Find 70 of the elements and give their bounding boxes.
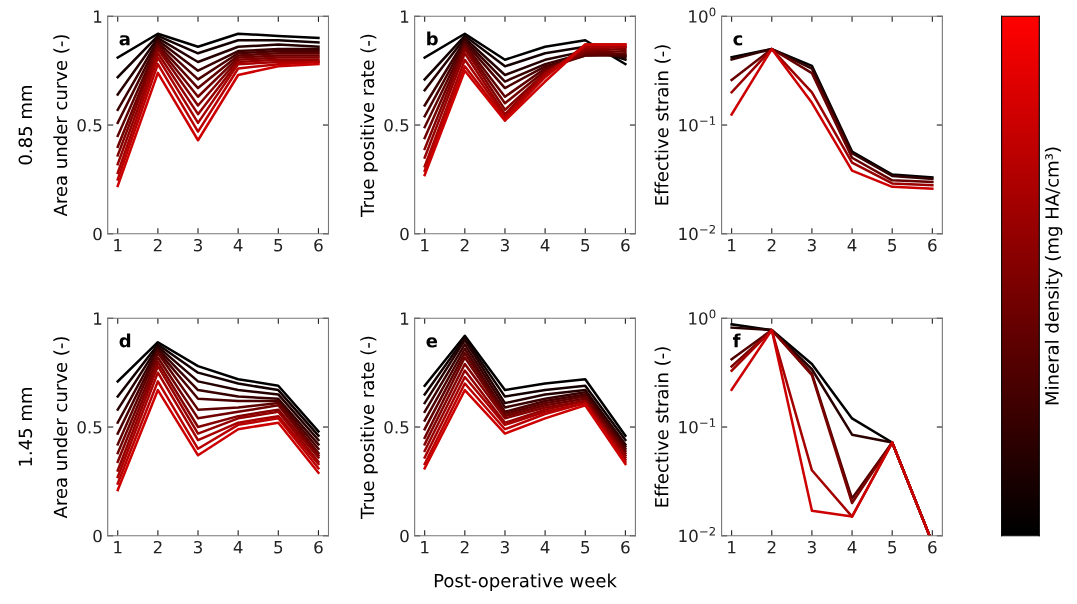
y-tick-label: 0 — [400, 529, 409, 543]
x-tick-label: 6 — [928, 238, 937, 252]
annotation: a — [119, 35, 130, 46]
x-tick-label: 2 — [767, 238, 776, 252]
annotation: d — [119, 333, 131, 348]
x-tick-label: 6 — [928, 540, 937, 554]
annotation: c — [733, 35, 743, 46]
y-axis-title: Area under curve (-) — [53, 337, 70, 519]
y-axis-title: Effective strain (-) — [654, 45, 671, 205]
text: 0.85 mm — [18, 86, 33, 165]
x-tick-label: 3 — [807, 238, 816, 252]
y-tick-label: 0.5 — [384, 420, 409, 434]
x-tick-label: 2 — [460, 238, 469, 252]
x-tick-label: 3 — [500, 238, 509, 252]
color-bar-title: Mineral density (mg HA/cm³) — [1044, 147, 1063, 405]
y-tick-label: 10$^{−2}$ — [679, 526, 715, 543]
x-tick-label: 2 — [153, 238, 162, 252]
annotation: f — [732, 333, 741, 348]
y-axis-title: Effective strain (-) — [654, 347, 671, 507]
y-axis-title: True positive rate (-) — [360, 34, 378, 217]
x-tick-label: 5 — [888, 541, 897, 554]
y-tick-label: 0 — [93, 227, 102, 241]
x-axis-title: Post-operative week — [434, 573, 617, 591]
y-tick-label: 1 — [94, 10, 102, 23]
x-tick-label: 6 — [314, 540, 323, 554]
x-tick-label: 2 — [153, 540, 162, 554]
y-tick-label: 0.5 — [77, 118, 102, 132]
x-tick-label: 1 — [728, 239, 736, 252]
x-tick-label: 5 — [888, 239, 897, 252]
x-tick-label: 4 — [540, 541, 550, 554]
x-tick-label: 1 — [728, 541, 736, 554]
x-tick-label: 4 — [233, 541, 243, 554]
x-tick-label: 6 — [314, 238, 323, 252]
y-axis-title: Area under curve (-) — [53, 35, 70, 217]
y-tick-label: 0 — [400, 227, 409, 241]
y-tick-label: 10$^{−2}$ — [679, 224, 715, 241]
x-tick-label: 5 — [274, 239, 283, 252]
annotation: b — [427, 31, 438, 46]
text: 1.45 mm — [18, 388, 33, 466]
x-tick-label: 4 — [540, 239, 550, 252]
y-tick-label: 0.5 — [77, 420, 102, 434]
x-tick-label: 3 — [193, 540, 202, 554]
y-tick-label: 10$^{0}$ — [689, 309, 716, 325]
y-tick-label: 1 — [401, 312, 409, 325]
x-tick-label: 5 — [274, 541, 283, 554]
x-tick-label: 5 — [581, 541, 590, 554]
x-tick-label: 1 — [421, 239, 429, 252]
x-tick-label: 4 — [847, 239, 857, 252]
x-tick-label: 5 — [581, 239, 590, 252]
x-tick-label: 4 — [233, 239, 243, 252]
annotation: e — [426, 337, 438, 348]
x-tick-label: 2 — [767, 540, 776, 554]
y-tick-label: 0 — [93, 529, 102, 543]
x-tick-label: 6 — [621, 540, 630, 554]
x-tick-label: 3 — [193, 238, 202, 252]
x-tick-label: 6 — [621, 238, 630, 252]
x-tick-label: 1 — [114, 541, 122, 554]
x-tick-label: 4 — [847, 541, 857, 554]
x-tick-label: 1 — [114, 239, 122, 252]
y-tick-label: 10$^{−1}$ — [679, 116, 716, 132]
y-axis-title: True positive rate (-) — [360, 336, 378, 519]
y-tick-label: 10$^{0}$ — [689, 7, 716, 23]
y-tick-label: 1 — [401, 10, 409, 23]
y-tick-label: 0.5 — [384, 118, 409, 132]
x-tick-label: 2 — [460, 540, 469, 554]
x-tick-label: 3 — [500, 540, 509, 554]
y-tick-label: 10$^{−1}$ — [679, 418, 716, 434]
x-tick-label: 1 — [421, 541, 429, 554]
x-tick-label: 3 — [807, 540, 816, 554]
y-tick-label: 1 — [94, 312, 102, 325]
